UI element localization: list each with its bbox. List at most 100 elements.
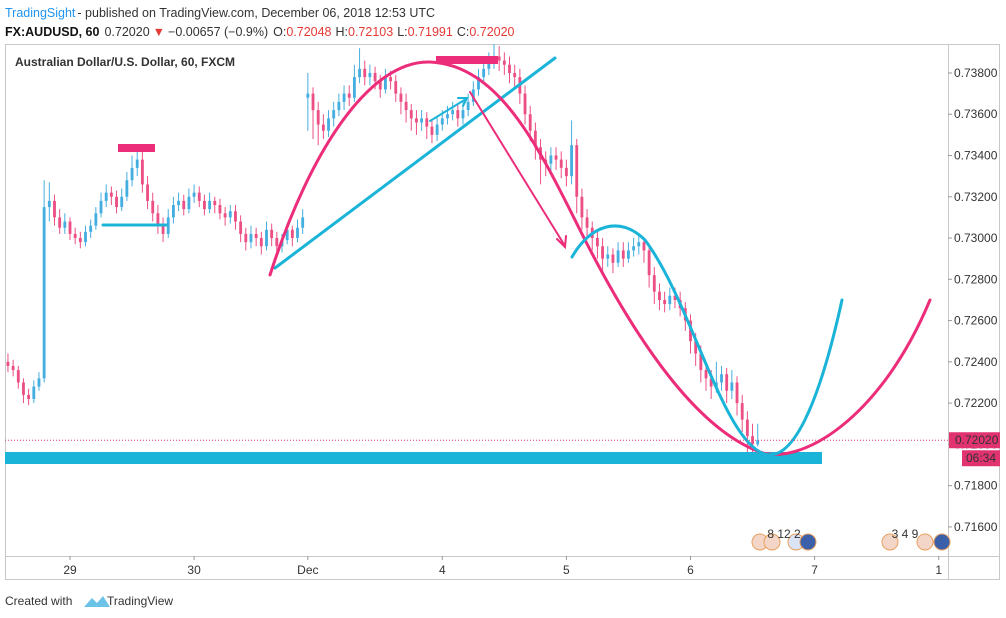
candle-body xyxy=(487,60,491,69)
candle-body xyxy=(601,246,605,259)
candle-body xyxy=(409,110,413,119)
candle-body xyxy=(249,233,253,243)
ohlc-value: 0.72048 xyxy=(286,25,331,39)
candle-body xyxy=(244,233,248,243)
price-tag: 0.72020 06:34 xyxy=(5,432,1000,467)
candle-body xyxy=(306,93,310,98)
candle-body xyxy=(68,221,72,234)
x-tick-label: 1 xyxy=(935,563,942,577)
candle-body xyxy=(187,196,191,210)
candle-body xyxy=(58,217,62,228)
candle-body xyxy=(368,72,372,78)
candle-body xyxy=(575,145,579,197)
ohlc-label: O: xyxy=(273,25,286,39)
candle-body xyxy=(456,110,460,119)
x-tick-label: 6 xyxy=(687,563,694,577)
candle-body xyxy=(425,118,429,127)
candle-body xyxy=(595,238,599,247)
candle-body xyxy=(6,361,10,366)
candle-body xyxy=(140,159,144,185)
candle-body xyxy=(182,200,186,210)
last-price: 0.72020 xyxy=(104,25,149,39)
candle-body xyxy=(652,275,656,292)
candle-body xyxy=(125,180,129,197)
change: −0.00657 (−0.9%) xyxy=(168,25,268,39)
candle-body xyxy=(37,378,41,387)
ohlc-value: 0.72020 xyxy=(469,25,514,39)
candle-body xyxy=(704,370,708,379)
candle-body xyxy=(740,403,744,420)
candle-body xyxy=(358,68,361,78)
candle-body xyxy=(84,231,87,243)
candles xyxy=(6,44,760,455)
ohlc-value: 0.71991 xyxy=(408,25,453,39)
candle-body xyxy=(383,77,387,90)
y-tick-label: 0.71600 xyxy=(954,520,998,534)
candle-body xyxy=(735,382,739,404)
candle-body xyxy=(508,64,511,73)
candle-body xyxy=(404,101,408,111)
candle-body xyxy=(239,221,243,234)
candle-body xyxy=(316,110,320,125)
candle-body xyxy=(378,81,382,90)
candle-body xyxy=(53,200,56,218)
chart-frame xyxy=(5,44,1000,580)
countdown-box xyxy=(962,450,1000,467)
candle-body xyxy=(420,118,424,123)
event-icon xyxy=(763,533,781,551)
candle-body xyxy=(270,229,274,239)
candle-body xyxy=(415,118,418,123)
candle-body xyxy=(327,118,330,131)
candle-body xyxy=(27,394,31,399)
countdown: 06:34 xyxy=(966,451,996,465)
candle-body xyxy=(161,225,165,234)
ohlc-label: L: xyxy=(397,25,407,39)
trend-line xyxy=(273,56,557,270)
candle-body xyxy=(559,159,563,168)
candle-body xyxy=(42,207,46,379)
candle-body xyxy=(699,353,703,371)
event-count: 8 12 2 xyxy=(767,527,801,541)
candle-body xyxy=(352,77,356,98)
candle-body xyxy=(616,250,620,263)
candle-body xyxy=(513,72,517,78)
candle-body xyxy=(673,295,677,300)
candle-body xyxy=(99,200,103,214)
candle-body xyxy=(627,250,630,259)
event-icon xyxy=(916,533,934,551)
legend-title: Australian Dollar/U.S. Dollar, 60, FXCM xyxy=(15,55,235,69)
candle-body xyxy=(347,93,351,98)
candle-body xyxy=(389,77,393,82)
candle-body xyxy=(156,213,160,226)
candle-body xyxy=(135,159,139,168)
candle-body xyxy=(564,167,568,177)
candle-body xyxy=(647,250,651,276)
symbol: FX:AUDUSD, 60 xyxy=(5,25,100,39)
candle-body xyxy=(223,213,227,218)
x-tick-label: 4 xyxy=(439,563,446,577)
candle-body xyxy=(104,192,108,201)
candle-body xyxy=(446,114,449,119)
candle-body xyxy=(570,145,573,177)
candle-body xyxy=(89,225,93,232)
ohlc-label: C: xyxy=(457,25,470,39)
candle-body xyxy=(756,440,760,445)
event-badges: 8 12 2 3 4 9 xyxy=(751,527,951,551)
candle-body xyxy=(166,217,170,234)
y-tick-label: 0.71800 xyxy=(954,479,998,493)
x-tick-label: 5 xyxy=(563,563,570,577)
candle-body xyxy=(321,124,325,131)
candle-body xyxy=(451,110,455,115)
y-tick-label: 0.72200 xyxy=(954,396,998,410)
candle-body xyxy=(373,72,377,82)
y-tick-label: 0.72400 xyxy=(954,355,998,369)
candle-body xyxy=(394,81,398,94)
candle-body xyxy=(720,374,723,383)
author: TradingSight xyxy=(5,6,76,20)
footer-created: Created with xyxy=(5,594,72,608)
candle-body xyxy=(63,221,67,228)
candle-body xyxy=(332,110,336,119)
candle-body xyxy=(115,196,118,208)
